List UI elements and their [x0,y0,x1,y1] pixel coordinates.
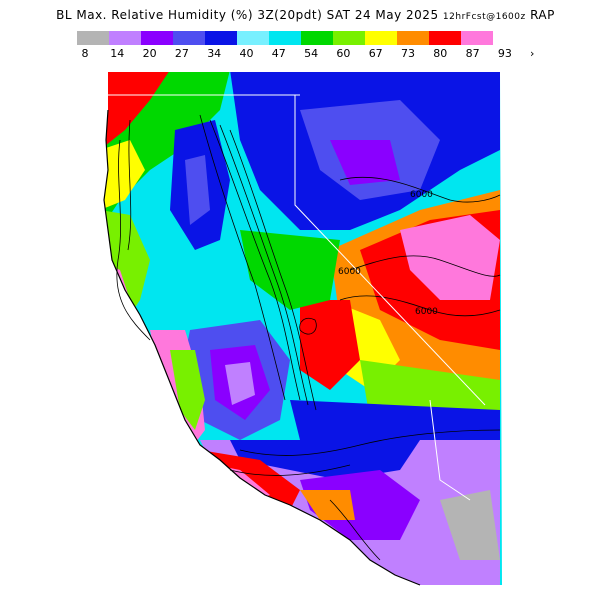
title-model: RAP [530,8,555,22]
coastline [103,109,421,586]
legend-tick-label: 67 [368,47,383,60]
contour-label: 6000 [338,267,361,277]
legend-swatch [301,31,333,45]
legend-tick-label: 60 [336,47,351,60]
legend-swatch [365,31,397,45]
legend-tick-label: 87 [465,47,480,60]
legend-swatch [237,31,269,45]
contour-label: 6000 [410,190,433,200]
legend-ticks: 8 14 20 27 34 40 47 54 60 67 73 80 87 93 [0,47,611,61]
legend-tick-label: 73 [401,47,415,60]
legend-more-marker: › [530,47,535,60]
legend-tick-label: 34 [207,47,222,60]
legend-tick-label: 80 [433,47,448,60]
title-forecast: 12hrFcst@1600z [442,12,526,22]
legend-tick-label: 93 [497,47,512,60]
legend-tick-label: 14 [110,47,125,60]
legend-swatch [205,31,237,45]
legend-tick-label: 20 [142,47,157,60]
humidity-field [104,72,502,585]
legend-tick-label: 8 [81,47,89,60]
legend-swatch [429,31,461,45]
legend-swatch [397,31,429,45]
contour-label: 6000 [415,307,438,317]
legend-tick-label: 40 [239,47,254,60]
state-borders [108,94,486,501]
legend-swatch [141,31,173,45]
contour-lines [116,114,501,561]
legend-tick-label: 27 [174,47,189,60]
color-legend [77,31,493,45]
legend-tick-label: 47 [271,47,286,60]
legend-swatch [109,31,141,45]
legend-swatch [461,31,493,45]
map-title: BL Max. Relative Humidity (%) 3Z(20pdt) … [0,8,611,22]
legend-swatch [173,31,205,45]
legend-swatch [333,31,365,45]
legend-swatch [77,31,109,45]
legend-tick-label: 54 [304,47,319,60]
title-main: BL Max. Relative Humidity (%) 3Z(20pdt) … [56,8,439,22]
legend-swatch [269,31,301,45]
